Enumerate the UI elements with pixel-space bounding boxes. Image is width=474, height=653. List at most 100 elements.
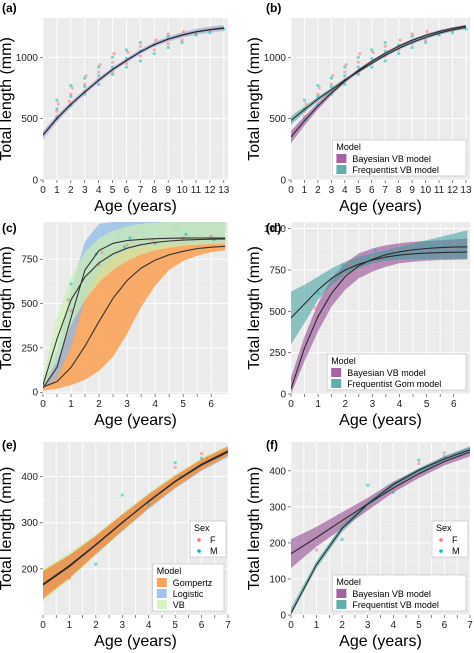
x-tick-label: 10 (420, 185, 432, 196)
fitted-curve (43, 451, 228, 585)
data-point-f (181, 29, 186, 34)
data-point-m (316, 291, 320, 295)
data-point-f (302, 114, 307, 118)
x-axis-title: Age (years) (339, 412, 422, 429)
data-point-f (199, 451, 204, 456)
data-point-m (340, 263, 345, 267)
fitted-curve (291, 451, 470, 555)
x-axis-title: Age (years) (94, 412, 177, 429)
y-tick-label: 0 (280, 611, 286, 622)
x-tick-label: 3 (370, 399, 376, 410)
legend-key-swatch (331, 379, 342, 388)
data-point-m (166, 45, 170, 50)
data-point-f (69, 92, 73, 96)
tick-labels: 0 250 500 750 1000 0 1 2 3 4 5 6 (264, 224, 457, 410)
data-point-m (316, 83, 320, 88)
data-point-m (340, 537, 344, 541)
legend-box (332, 574, 467, 612)
x-tick-label: 12 (447, 185, 459, 196)
data-point-f (304, 102, 308, 106)
x-tick-label: 3 (120, 620, 126, 631)
legend-item-label: VB (173, 600, 185, 610)
data-point-f (126, 50, 130, 54)
x-tick-label: 6 (208, 399, 214, 410)
data-point-f (371, 50, 375, 54)
y-tick-label: 500 (21, 299, 38, 310)
data-point-f (180, 38, 184, 42)
data-point-f (358, 51, 362, 56)
data-point-f (344, 63, 348, 67)
x-tick-label: 11 (434, 185, 445, 196)
data-point-m (122, 245, 126, 249)
data-point-m (329, 85, 333, 89)
y-tick-label: 500 (21, 114, 38, 125)
legend-item-label: Gompertz (173, 578, 213, 588)
data-point-f (138, 44, 142, 48)
x-tick-label: 2 (96, 399, 102, 410)
data-point-f (112, 51, 116, 56)
y-tick-label: 750 (269, 265, 286, 276)
data-point-f (343, 70, 347, 74)
x-tick-label: 1 (315, 399, 321, 410)
legend-key-swatch (156, 578, 167, 587)
data-point-f (66, 298, 70, 302)
x-axis-title: Age (years) (339, 633, 422, 650)
data-point-m (120, 493, 124, 497)
x-tick-label: 5 (416, 620, 422, 631)
x-tick-label: 7 (382, 185, 388, 196)
data-point-f (138, 54, 142, 58)
x-tick-label: 5 (356, 185, 362, 196)
data-point-m (97, 74, 101, 78)
x-tick-label: 5 (110, 185, 116, 196)
data-point-m (397, 51, 401, 56)
data-point-f (346, 261, 350, 265)
data-point-f (110, 60, 115, 64)
y-axis-title: Total length (mm) (246, 37, 263, 161)
x-tick-label: 0 (40, 185, 46, 196)
x-tick-label: 1 (302, 185, 308, 196)
gridlines (42, 18, 228, 181)
y-tick-label: 300 (269, 502, 286, 513)
y-axis-title: Total length (mm) (246, 467, 263, 591)
legend-key-swatch (331, 368, 342, 377)
data-point-f (69, 309, 73, 313)
legend-title: Model (331, 356, 356, 366)
x-tick-label: 8 (396, 185, 402, 196)
data-point-m (152, 51, 156, 56)
data-point-f (83, 82, 87, 86)
data-point-m (370, 56, 374, 61)
fitted-curve (43, 238, 226, 386)
data-point-f (410, 32, 414, 36)
x-tick-label: 2 (342, 399, 348, 410)
y-axis-title: Total length (mm) (246, 246, 263, 370)
data-point-m (128, 236, 132, 240)
data-point-m (124, 48, 129, 52)
panel-tag: (f) (266, 438, 278, 452)
data-point-f (398, 38, 402, 42)
x-tick-label: 8 (151, 185, 157, 196)
tick-labels: 200 300 400 0 1 2 3 4 5 6 7 (21, 472, 231, 631)
data-point-f (124, 61, 129, 66)
data-point-f (442, 451, 447, 455)
data-layer (291, 24, 468, 144)
x-tick-label: 5 (180, 399, 186, 410)
data-point-m (55, 107, 59, 111)
x-tick-label: 3 (329, 185, 335, 196)
panel-tag: (d) (266, 221, 281, 235)
legend-key-point (197, 538, 201, 542)
data-point-m (383, 49, 387, 53)
data-point-f (67, 99, 72, 104)
data-point-f (98, 63, 102, 67)
y-tick-label: 400 (21, 472, 38, 483)
x-tick-label: 1 (67, 620, 73, 631)
x-tick-label: 4 (96, 185, 102, 196)
x-tick-label: 2 (339, 620, 345, 631)
data-point-f (94, 539, 98, 543)
legend-key-swatch (336, 165, 347, 174)
data-point-m (83, 85, 87, 89)
panel-c: 0 250 500 750 0 1 2 3 4 5 6 Age (years) Total length… (0, 221, 228, 429)
x-tick-label: 7 (225, 620, 231, 631)
legend-item-label: Frequentist Gom model (347, 379, 441, 389)
